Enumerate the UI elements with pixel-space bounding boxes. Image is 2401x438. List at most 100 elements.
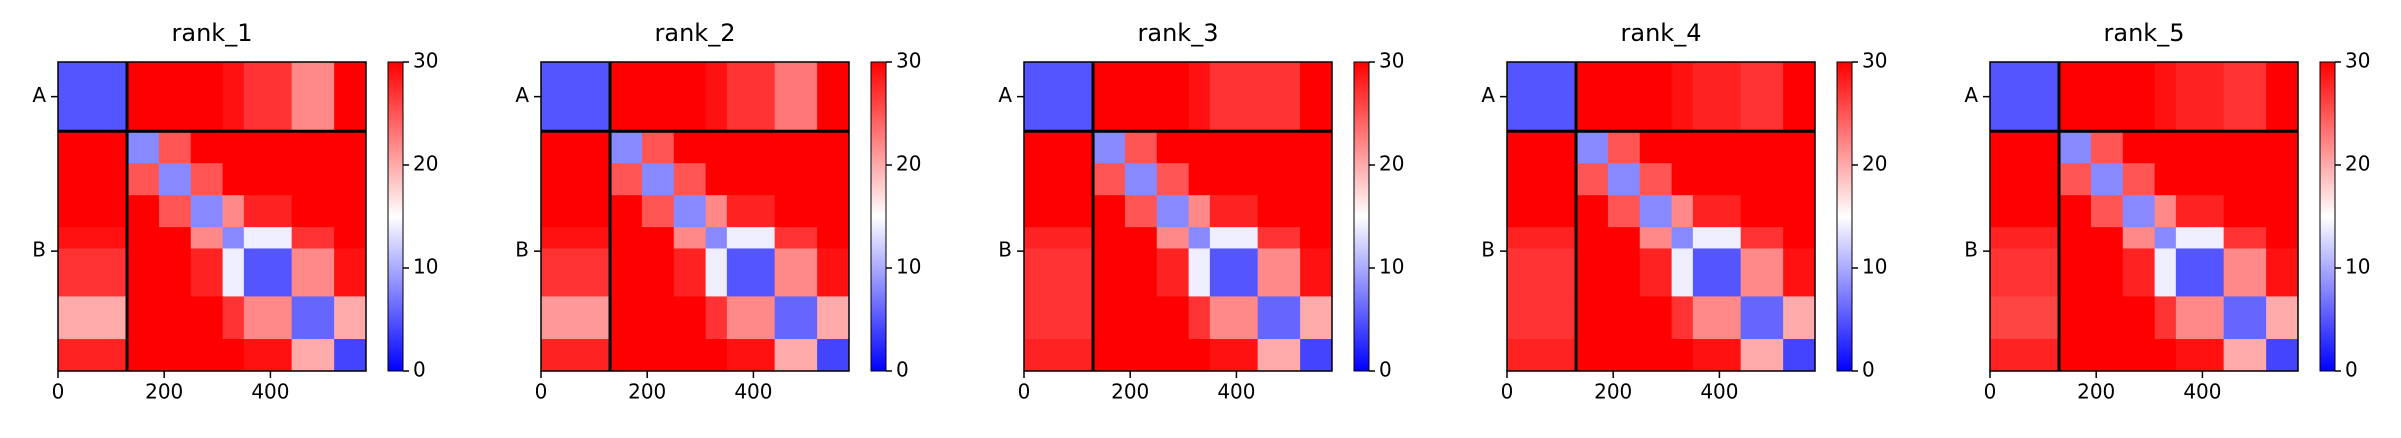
heatmap-cell — [243, 227, 293, 249]
heatmap-cell — [1692, 339, 1742, 372]
heatmap-cell — [1671, 296, 1694, 340]
heatmap-cell — [1990, 339, 2060, 372]
heatmap-cell — [1671, 62, 1694, 132]
heatmap-cell — [1024, 131, 1094, 164]
heatmap-cell — [2175, 339, 2225, 372]
heatmap-cell — [1607, 227, 1641, 249]
heatmap-cell — [1576, 62, 1609, 132]
colorbar-tick-label: 20 — [896, 152, 921, 176]
heatmap-cell — [1507, 131, 1577, 164]
heatmap-cell — [1783, 62, 1816, 132]
heatmap-cell — [1576, 339, 1609, 372]
heatmap-cell — [610, 163, 643, 196]
x-tick-label: 200 — [145, 380, 183, 404]
heatmap-cell — [2059, 163, 2092, 196]
heatmap-cell — [1607, 131, 1641, 164]
heatmap-cell — [705, 227, 728, 249]
heatmap-cell — [726, 195, 776, 228]
heatmap-cell — [1607, 62, 1641, 132]
heatmap-cell — [158, 195, 192, 228]
heatmap-cell — [817, 248, 850, 297]
heatmap-cell — [158, 131, 192, 164]
panel: rank_3 0 200 400 A B 0 10 20 30 — [998, 19, 1404, 404]
heatmap-cell — [817, 163, 850, 196]
heatmap-cell — [1257, 131, 1301, 164]
heatmap-cell — [1639, 248, 1673, 297]
heatmap-cell — [1257, 195, 1301, 228]
heatmap-cell — [1300, 296, 1333, 340]
heatmap-cell — [2090, 339, 2124, 372]
heatmap-cell — [1257, 62, 1301, 132]
heatmap-cell — [1576, 296, 1609, 340]
heatmap-cell — [222, 248, 245, 297]
heatmap-cell — [673, 62, 707, 132]
heatmap-cell — [243, 195, 293, 228]
heatmap-cell — [2090, 131, 2124, 164]
heatmap-cell — [1692, 296, 1742, 340]
heatmap-cell — [1093, 248, 1126, 297]
heatmap-cell — [2175, 62, 2225, 132]
heatmap-cell — [1124, 195, 1158, 228]
heatmap-cell — [1990, 195, 2060, 228]
heatmap-cell — [1300, 131, 1333, 164]
heatmap-cell — [1188, 339, 1211, 372]
heatmap-cell — [1024, 163, 1094, 196]
heatmap-cell — [1692, 163, 1742, 196]
plot-frame — [1023, 61, 1333, 372]
colorbar-tick-label: 20 — [1862, 152, 1887, 176]
heatmap-cell — [774, 131, 818, 164]
heatmap-cell — [2175, 163, 2225, 196]
heatmap-cell — [1740, 62, 1784, 132]
heatmap-cell — [705, 296, 728, 340]
heatmap-cell — [817, 195, 850, 228]
panel: rank_2 0 200 400 A B 0 10 20 30 — [515, 19, 921, 404]
heatmap-cell — [610, 195, 643, 228]
heatmap-cell — [2059, 339, 2092, 372]
heatmap-cell — [1156, 296, 1190, 340]
heatmap-cell — [190, 339, 224, 372]
heatmap-cell — [673, 296, 707, 340]
heatmap-cell — [127, 339, 160, 372]
heatmap-cell — [1507, 248, 1577, 297]
heatmap-cell — [541, 131, 611, 164]
heatmap-cell — [222, 131, 245, 164]
colorbar-tick-label: 30 — [413, 49, 438, 73]
heatmap-cell — [1156, 339, 1190, 372]
y-tick-label: A — [32, 83, 46, 107]
heatmap-cell — [1124, 296, 1158, 340]
heatmap-cell — [190, 248, 224, 297]
heatmap-cell — [2090, 195, 2124, 228]
heatmap-cell — [1507, 227, 1577, 249]
heatmap-cell — [1990, 163, 2060, 196]
heatmap-cell — [726, 62, 776, 132]
heatmap-cell — [1639, 296, 1673, 340]
heatmap-cell — [774, 163, 818, 196]
heatmap-cell — [1740, 163, 1784, 196]
heatmap-cell — [334, 195, 367, 228]
heatmap-cell — [2266, 296, 2299, 340]
heatmap-cell — [641, 195, 675, 228]
heatmap-cell — [2122, 339, 2156, 372]
heatmap-cell — [641, 248, 675, 297]
heatmap-cell — [1124, 227, 1158, 249]
panel-title: rank_3 — [1138, 19, 1219, 47]
heatmap-cell — [1576, 227, 1609, 249]
heatmap-cell — [541, 248, 611, 297]
panel: rank_4 0 200 400 A B 0 10 20 30 — [1481, 19, 1887, 404]
heatmap-cell — [1093, 163, 1126, 196]
heatmap-cell — [2154, 163, 2177, 196]
heatmap-cell — [2266, 339, 2299, 372]
heatmap-cell — [2154, 62, 2177, 132]
colorbar — [1353, 61, 1370, 372]
heatmap-cell — [334, 296, 367, 340]
heatmap-cell — [1209, 248, 1259, 297]
heatmap-cell — [1257, 248, 1301, 297]
heatmap-cell — [2266, 248, 2299, 297]
panel: rank_5 0 200 400 A B 0 10 20 30 — [1964, 19, 2370, 404]
heatmap-cell — [190, 131, 224, 164]
x-tick-label: 0 — [535, 380, 548, 404]
heatmap-cell — [641, 227, 675, 249]
heatmap-cell — [673, 248, 707, 297]
heatmap-cell — [127, 131, 160, 164]
